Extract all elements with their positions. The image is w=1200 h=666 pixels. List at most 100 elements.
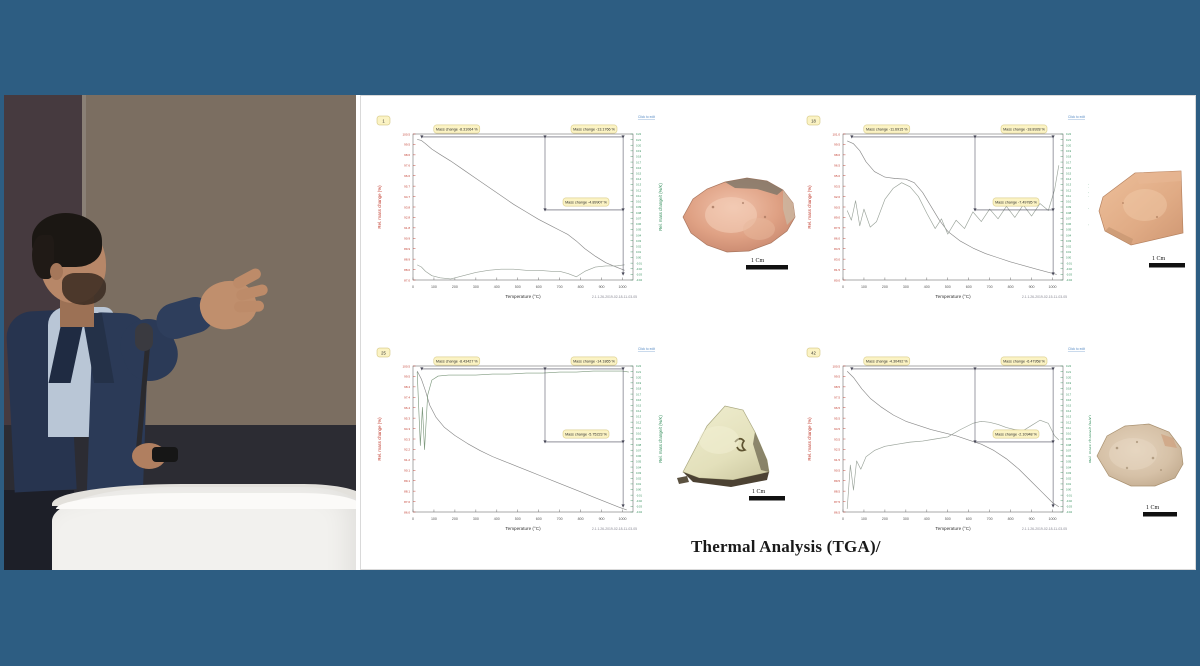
corner-link: Click to edit [1068, 115, 1085, 119]
y-left-tick-label: 93.8 [404, 205, 410, 209]
chart-badge-label: 25 [381, 350, 386, 355]
frame-band-left [0, 95, 4, 570]
specimen-photo-1: 1 Cm [673, 159, 803, 277]
y-right-tick-label: -0.01 [636, 493, 642, 497]
y-right-tick-label: 0.12 [1066, 188, 1072, 192]
y-left-tick-label: 96.4 [404, 406, 410, 410]
y-right-tick-label: 0.02 [636, 477, 642, 481]
y-right-axis-title: Rel. mass change/t (%/K) [1088, 415, 1093, 463]
x-tick-label: 100 [861, 517, 867, 521]
annotation-label: Mass change -4.89907 % [565, 201, 608, 205]
y-right-tick-label: -0.04 [1066, 278, 1072, 282]
y-right-tick-label: 0.08 [1066, 443, 1072, 447]
y-right-tick-label: 0.07 [636, 448, 642, 452]
y-left-tick-label: 93.5 [834, 437, 840, 441]
frame-band-right [1196, 95, 1200, 570]
y-right-tick-label: 0.12 [636, 420, 642, 424]
y-right-tick-label: 0.22 [1066, 364, 1072, 368]
x-tick-label: 100 [431, 285, 437, 289]
chart-badge: 25 [376, 347, 391, 358]
y-left-tick-label: 88.9 [404, 257, 410, 261]
chart-badge-label: 1 [382, 118, 385, 123]
y-right-tick-label: 0.10 [1066, 200, 1072, 204]
y-left-tick-label: 98.0 [834, 153, 840, 157]
y-right-tick-label: 0.16 [636, 166, 642, 170]
y-right-tick-label: 0.01 [636, 250, 642, 254]
x-tick-label: 200 [452, 285, 458, 289]
y-right-tick-label: 0.04 [1066, 233, 1072, 237]
podium-edge [56, 493, 356, 509]
y-left-tick-label: 99.5 [834, 143, 840, 147]
slide-caption: Thermal Analysis (TGA)/ [691, 537, 881, 556]
annotation-label: Mass change -7.49785 % [995, 201, 1038, 205]
y-right-tick-label: -0.03 [636, 273, 642, 277]
y-right-tick-label: 0.16 [1066, 166, 1072, 170]
y-left-tick-label: 97.5 [834, 396, 840, 400]
y-right-tick-label: -0.02 [1066, 267, 1072, 271]
specimen-3-image: 1 Cm [673, 392, 791, 510]
y-right-tick-label: 0.03 [636, 239, 642, 243]
y-left-tick-label: 96.5 [834, 164, 840, 168]
chart-badge: 42 [806, 347, 821, 358]
y-right-tick-label: 0.03 [1066, 239, 1072, 243]
y-right-tick-label: 0.05 [1066, 460, 1072, 464]
y-left-tick-label: 88.0 [404, 268, 410, 272]
y-left-tick-label: 93.5 [834, 184, 840, 188]
y-right-tick-label: 0.10 [636, 432, 642, 436]
x-tick-label: 0 [412, 517, 414, 521]
y-right-tick-label: 0.06 [636, 454, 642, 458]
y-left-tick-label: 95.5 [834, 416, 840, 420]
y-left-tick-label: 98.4 [404, 385, 410, 389]
chart-badge-label: 42 [811, 350, 816, 355]
y-right-tick-label: 0.15 [636, 172, 642, 176]
specimen-photo-2: 1 Cm [1089, 159, 1193, 277]
chart-badge: 18 [806, 115, 821, 126]
y-right-tick-label: 0.13 [636, 183, 642, 187]
y-right-tick-label: 0.12 [1066, 420, 1072, 424]
y-left-tick-label: 89.1 [404, 479, 410, 483]
y-right-tick-label: 0.02 [636, 245, 642, 249]
y-left-tick-label: 92.0 [834, 195, 840, 199]
y-right-tick-label: 0.18 [1066, 155, 1072, 159]
microphone-icon [135, 323, 153, 351]
y-left-tick-label: 94.7 [404, 195, 410, 199]
x-tick-label: 900 [599, 285, 605, 289]
y-right-tick-label: -0.01 [1066, 261, 1072, 265]
y-left-tick-label: 86.0 [834, 237, 840, 241]
x-tick-label: 1000 [619, 517, 627, 521]
y-right-tick-label: 0.07 [636, 216, 642, 220]
x-tick-label: 200 [452, 517, 458, 521]
chart-timestamp: 2.1.1.26-2019-02-18-11-03-05 [1022, 527, 1067, 531]
y-right-tick-label: 0.19 [636, 381, 642, 385]
y-left-tick-label: 96.6 [404, 174, 410, 178]
y-right-tick-label: -0.04 [636, 510, 642, 514]
y-left-tick-label: 81.5 [834, 268, 840, 272]
annotation-label: Mass change -6.47958 % [1003, 360, 1046, 364]
annotation-label: Mass change -18.8928 % [1003, 128, 1046, 132]
y-right-tick-label: 0.19 [1066, 381, 1072, 385]
x-tick-label: 400 [494, 517, 500, 521]
speaker-ear [50, 263, 63, 280]
x-axis-title: Temperature (°C) [505, 294, 541, 299]
y-right-tick-label: 0.15 [1066, 404, 1072, 408]
series-dtg [846, 419, 1060, 509]
mass-change-annotation: Mass change -6.47958 % [1000, 356, 1048, 366]
y-left-tick-label: 94.5 [834, 427, 840, 431]
y-right-tick-label: -0.02 [1066, 499, 1072, 503]
frame-band-top [0, 0, 1200, 95]
y-left-tick-label: 98.5 [834, 385, 840, 389]
y-right-tick-label: 0.18 [1066, 387, 1072, 391]
y-right-tick-label: 0.17 [1066, 160, 1072, 164]
chart-timestamp: 2.1.1.26-2019-02-18-11-03-05 [592, 295, 637, 299]
specimen-photo-4: 1 Cm [1091, 414, 1191, 526]
y-right-tick-label: 0.01 [1066, 250, 1072, 254]
y-right-tick-label: 0.01 [636, 482, 642, 486]
y-right-tick-label: 0.19 [636, 149, 642, 153]
x-tick-label: 400 [924, 517, 930, 521]
x-tick-label: 700 [557, 285, 563, 289]
y-left-axis-title: Rel. mass change (%) [377, 417, 382, 461]
annotation-label: Mass change -4.30492 % [866, 360, 909, 364]
x-tick-label: 0 [412, 285, 414, 289]
x-tick-label: 600 [966, 285, 972, 289]
series-dtg [417, 264, 625, 280]
